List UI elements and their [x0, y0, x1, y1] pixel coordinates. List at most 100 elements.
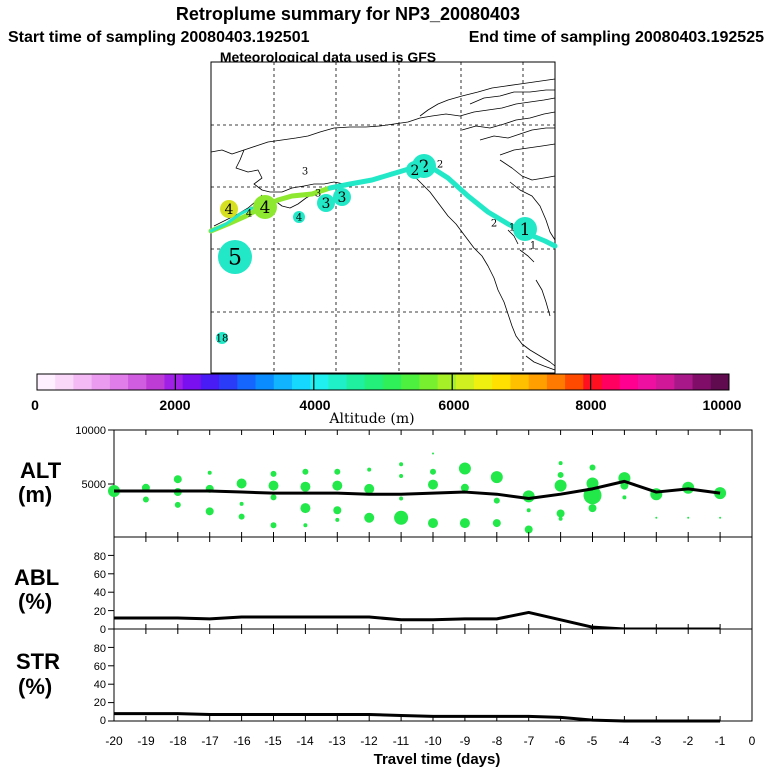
colorbar-cell [601, 374, 621, 390]
abl-ytick-label: 40 [94, 587, 106, 599]
colorbar-cell [310, 374, 329, 390]
alt-scatter-point [428, 479, 438, 490]
str-yunit: (%) [18, 674, 52, 699]
alt-scatter-point [303, 523, 308, 528]
map-marker: 4 [253, 195, 277, 219]
alt-scatter-point [556, 509, 565, 518]
colorbar-cell [692, 374, 712, 390]
colorbar-cell [565, 374, 584, 390]
map-marker: 3 [315, 189, 321, 200]
colorbar-cell [674, 374, 694, 390]
colorbar-cell [455, 374, 475, 390]
colorbar-cell [109, 374, 129, 390]
colorbar-cell [291, 374, 311, 390]
colorbar-cell [710, 374, 730, 390]
str-ytick-label: 20 [94, 697, 106, 709]
x-tick-label: -14 [296, 734, 314, 748]
colorbar-cell [419, 374, 439, 390]
map-marker-circle [333, 188, 351, 206]
map-marker-circle [216, 332, 228, 344]
met-data-label: Meteorological data used is GFS [220, 49, 436, 65]
colorbar-cell [437, 374, 457, 390]
alt-scatter-point [334, 468, 341, 475]
map-marker-label: 4 [296, 213, 302, 224]
alt-ytick-label: 10000 [75, 425, 106, 437]
alt-scatter-point [399, 496, 404, 501]
alt-scatter-point [205, 507, 214, 516]
colorbar-tick-label: 8000 [575, 397, 606, 413]
x-tick-label: -5 [587, 734, 598, 748]
alt-scatter-point [524, 525, 533, 534]
str-ytick-label: 0 [100, 715, 106, 727]
alt-scatter-point [458, 462, 471, 475]
alt-scatter-point [207, 470, 212, 475]
alt-ylabel: ALT [20, 458, 62, 483]
map-marker-label: 4 [246, 209, 252, 220]
map-marker-label: 3 [302, 167, 308, 178]
alt-scatter-point [490, 471, 503, 484]
colorbar-cell [383, 374, 402, 390]
x-tick-label: -2 [683, 734, 694, 748]
map-marker: 1 [530, 241, 536, 252]
alt-xticks [113, 430, 753, 537]
colorbar-cell [55, 374, 74, 390]
map-marker-label: 5 [228, 246, 242, 271]
alt-panel: ALT (m) 5000 10000 [18, 425, 753, 538]
colorbar-cell [37, 374, 56, 390]
colorbar-cell [346, 374, 366, 390]
colorbar-cell [237, 374, 257, 390]
alt-scatter-point [459, 518, 470, 529]
x-tick-label: -16 [233, 734, 251, 748]
map-marker: 3 [333, 188, 351, 206]
alt-scatter-point [589, 464, 596, 471]
x-tick-label: -8 [492, 734, 503, 748]
colorbar-cell [474, 374, 493, 390]
alt-scatter-point [364, 483, 375, 494]
x-tick-label: 0 [749, 734, 756, 748]
abl-yticks [108, 554, 114, 630]
alt-yunit: (m) [18, 482, 52, 507]
map-marker: 3 [317, 194, 335, 212]
map-marker-label: 1 [530, 241, 536, 252]
colorbar-axis-label: Altitude (m) [328, 411, 414, 427]
map-marker-label: 1 [509, 223, 515, 234]
alt-scatter-point [432, 452, 434, 455]
x-axis-labels: -20 -19 -18 -17 -16 -15 -14 -13 -12 -11 … [105, 734, 755, 768]
alt-scatter-point [492, 519, 501, 528]
x-tick-label: -13 [328, 734, 346, 748]
map-marker-circle [317, 194, 335, 212]
alt-scatter-point [399, 474, 404, 479]
alt-scatter-point [526, 508, 531, 513]
x-tick-label: -12 [360, 734, 378, 748]
colorbar-tick-label: 4000 [299, 397, 330, 413]
alt-scatter-point [399, 462, 404, 467]
alt-scatter-point [333, 506, 342, 515]
x-tick-label: -11 [393, 734, 410, 748]
altitude-colorbar: 0 2000 4000 6000 8000 10000 Altitude (m) [31, 373, 742, 427]
alt-line [114, 479, 721, 500]
alt-scatter-point [622, 495, 627, 500]
abl-ytick-label: 0 [100, 624, 106, 636]
str-ytick-label: 80 [94, 643, 106, 655]
abl-panel: ABL (%) 0 20 40 60 80 [14, 536, 753, 636]
colorbar-tick-label: 0 [31, 397, 39, 413]
str-panel-frame [113, 628, 753, 722]
start-time-label: Start time of sampling 20080403.192501 [8, 29, 310, 46]
colorbar-cells [37, 374, 730, 390]
colorbar-cell [510, 374, 530, 390]
alt-scatter-point [655, 516, 658, 519]
colorbar-cell [146, 374, 165, 390]
str-yticks [108, 646, 114, 722]
map-marker-circle [406, 161, 424, 179]
alt-scatter-point [554, 479, 567, 492]
x-axis-title: Travel time (days) [374, 751, 501, 768]
alt-scatter-point [430, 468, 436, 475]
alt-scatter-point [300, 481, 311, 492]
colorbar-frame [36, 373, 730, 391]
map-marker: 18 [216, 332, 228, 345]
map-gridlines [211, 62, 555, 373]
map-marker-circle [293, 211, 305, 223]
alt-scatter-point [302, 468, 309, 475]
alt-scatter-point [588, 504, 597, 513]
